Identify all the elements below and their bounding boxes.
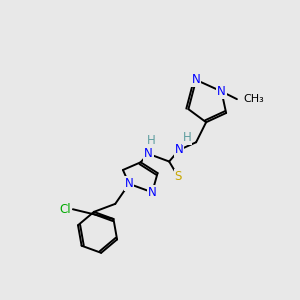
Text: S: S <box>175 170 182 183</box>
Text: CH₃: CH₃ <box>243 94 264 104</box>
Text: H: H <box>147 134 156 147</box>
Text: N: N <box>125 177 134 190</box>
Text: N: N <box>144 147 153 160</box>
Text: N: N <box>217 85 226 98</box>
Text: N: N <box>148 186 157 199</box>
Text: H: H <box>182 131 191 144</box>
Text: N: N <box>175 143 184 157</box>
Text: Cl: Cl <box>59 203 70 216</box>
Text: N: N <box>192 74 200 86</box>
